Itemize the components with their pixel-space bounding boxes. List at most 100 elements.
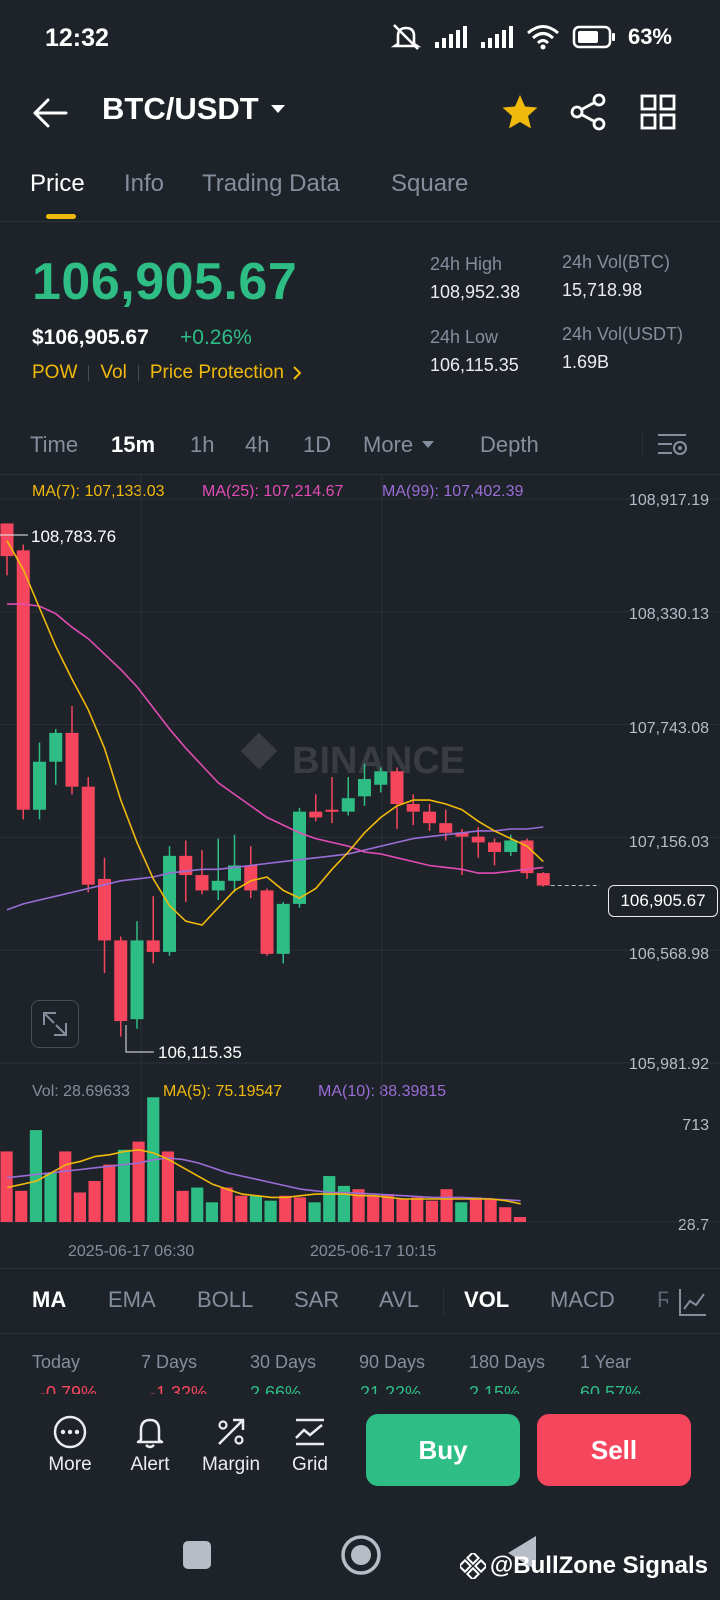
- chevron-right-icon[interactable]: [290, 365, 304, 381]
- volume-label: Vol: 28.69633: [32, 1083, 130, 1100]
- ma25-label: MA(25): 107,214.67: [202, 483, 344, 500]
- pair-selector[interactable]: BTC/USDT: [102, 91, 287, 127]
- perf-today-value: -0.79%: [40, 1383, 98, 1395]
- fullscreen-button[interactable]: [31, 1000, 79, 1048]
- buy-button[interactable]: Buy: [366, 1414, 520, 1486]
- indicator-settings-button[interactable]: [668, 1279, 720, 1323]
- volume-bar: [88, 1180, 101, 1222]
- volume-ma10-line: [7, 1157, 521, 1202]
- y-axis-tick: 107,156.03: [628, 834, 709, 851]
- stat-24h-low: 106,115.35: [430, 355, 519, 375]
- price-change: +0.26%: [180, 326, 252, 349]
- indicator-avl[interactable]: AVL: [379, 1287, 419, 1312]
- indicator-tabs: MA EMA BOLL SAR AVL VOL MACD R: [0, 1268, 720, 1334]
- tab-square[interactable]: Square: [391, 170, 469, 197]
- candle: [423, 811, 436, 824]
- binance-logo-icon: [459, 1553, 486, 1579]
- timeframe-15m[interactable]: 15m: [111, 432, 156, 457]
- alert-label: Alert: [130, 1454, 170, 1475]
- tab-info[interactable]: Info: [124, 170, 165, 197]
- y-axis-tick: 105,981.92: [628, 1056, 709, 1073]
- y-axis-tick: 106,568.98: [628, 946, 709, 963]
- grid-button[interactable]: Grid: [275, 1414, 345, 1476]
- candle: [49, 732, 63, 762]
- stat-vol-usdt: 1.69B: [562, 352, 610, 372]
- stat-24h-high: 108,952.38: [430, 282, 521, 302]
- volume-bar: [191, 1187, 204, 1222]
- timeframe-4h[interactable]: 4h: [245, 432, 270, 457]
- indicator-ma[interactable]: MA: [32, 1287, 67, 1312]
- chart-settings-icon[interactable]: [656, 430, 688, 458]
- recent-apps-icon[interactable]: [182, 1540, 212, 1570]
- candlestick-chart[interactable]: BINANCE: [0, 475, 720, 1080]
- timeframe-time[interactable]: Time: [30, 432, 79, 457]
- tag-row: POW Vol Price Protection: [32, 362, 304, 384]
- candle: [390, 771, 404, 804]
- volume-bar: [411, 1197, 424, 1222]
- timeframe-more[interactable]: More: [363, 432, 435, 458]
- active-tab-indicator: [46, 214, 76, 219]
- indicator-ema[interactable]: EMA: [108, 1287, 156, 1312]
- ma7-line: [6, 540, 544, 926]
- star-favorite-icon[interactable]: [500, 92, 540, 132]
- candle: [260, 890, 274, 954]
- candle: [504, 840, 518, 853]
- candle: [341, 798, 355, 812]
- tab-trading-data[interactable]: Trading Data: [202, 170, 340, 197]
- stat-24h-high-label: 24h High: [430, 254, 503, 274]
- volume-bar: [205, 1202, 218, 1222]
- more-button[interactable]: More: [35, 1414, 105, 1476]
- home-icon[interactable]: [340, 1534, 382, 1576]
- volume-ma5-line: [7, 1148, 521, 1205]
- volume-bar: [308, 1202, 321, 1222]
- share-icon[interactable]: [568, 92, 608, 132]
- grid-layout-icon[interactable]: [638, 92, 678, 132]
- y-axis-tick: 107,743.08: [628, 720, 709, 737]
- candle: [211, 880, 225, 891]
- perf-today-label: Today: [32, 1352, 81, 1372]
- tag-price-protection[interactable]: Price Protection: [149, 362, 284, 383]
- status-icons: 63%: [390, 22, 672, 52]
- sell-button[interactable]: Sell: [537, 1414, 691, 1486]
- indicator-sar[interactable]: SAR: [294, 1287, 340, 1312]
- alert-button[interactable]: Alert: [115, 1414, 185, 1476]
- indicator-boll[interactable]: BOLL: [197, 1287, 254, 1312]
- y-axis-tick: 108,330.13: [628, 606, 709, 623]
- candle: [374, 771, 388, 785]
- volume-bar: [381, 1194, 394, 1222]
- volume-bar: [103, 1164, 116, 1222]
- candle: [195, 875, 209, 891]
- tag-vol[interactable]: Vol: [100, 362, 127, 383]
- tag-divider: [88, 365, 90, 381]
- volume-bar: [117, 1149, 130, 1222]
- volume-axis-max: 713: [682, 1117, 709, 1134]
- candle: [98, 878, 111, 941]
- battery-icon: [572, 25, 615, 49]
- perf-90d-value: 21.22%: [360, 1383, 422, 1395]
- timeframe-1d[interactable]: 1D: [303, 432, 332, 457]
- timeframe-1h[interactable]: 1h: [190, 432, 215, 457]
- indicator-vol[interactable]: VOL: [464, 1287, 510, 1312]
- volume-bar: [323, 1176, 336, 1222]
- back-triangle-icon[interactable]: [506, 1534, 538, 1572]
- back-arrow-icon[interactable]: [30, 96, 70, 130]
- margin-percent-icon: [218, 1418, 245, 1445]
- perf-1y-label: 1 Year: [580, 1352, 632, 1372]
- pair-title: BTC/USDT: [102, 91, 259, 126]
- margin-button[interactable]: Margin: [195, 1414, 267, 1476]
- indicator-macd[interactable]: MACD: [550, 1287, 615, 1312]
- timeframe-depth[interactable]: Depth: [480, 432, 539, 457]
- low-price-marker: 106,115.35: [158, 1043, 242, 1062]
- volume-bar: [513, 1217, 526, 1222]
- tab-price[interactable]: Price: [30, 170, 85, 197]
- current-price-marker[interactable]: 106,905.67: [608, 885, 718, 917]
- tag-pow[interactable]: POW: [32, 362, 78, 383]
- divider: [642, 430, 643, 456]
- volume-chart[interactable]: [0, 1080, 720, 1246]
- volume-bar: [352, 1189, 365, 1222]
- x-axis-label: 2025-06-17 10:15: [310, 1243, 437, 1260]
- volume-bar: [132, 1141, 145, 1222]
- volume-bar: [264, 1200, 277, 1222]
- volume-bar: [235, 1195, 248, 1222]
- candle: [16, 550, 30, 810]
